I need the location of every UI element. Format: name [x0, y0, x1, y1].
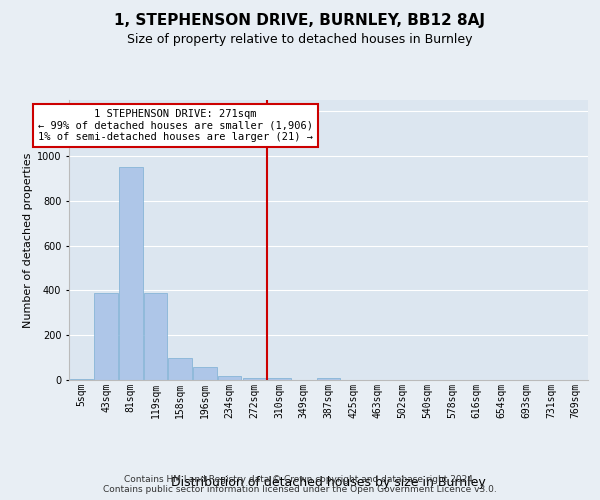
Bar	[317, 378, 340, 380]
Text: Contains HM Land Registry data © Crown copyright and database right 2024.
Contai: Contains HM Land Registry data © Crown c…	[103, 474, 497, 494]
X-axis label: Distribution of detached houses by size in Burnley: Distribution of detached houses by size …	[171, 476, 486, 490]
Y-axis label: Number of detached properties: Number of detached properties	[23, 152, 32, 328]
Text: 1, STEPHENSON DRIVE, BURNLEY, BB12 8AJ: 1, STEPHENSON DRIVE, BURNLEY, BB12 8AJ	[115, 12, 485, 28]
Bar	[268, 378, 291, 380]
Bar	[70, 379, 93, 380]
Bar	[94, 292, 118, 380]
Bar	[242, 378, 266, 380]
Bar	[144, 292, 167, 380]
Text: 1 STEPHENSON DRIVE: 271sqm
← 99% of detached houses are smaller (1,906)
1% of se: 1 STEPHENSON DRIVE: 271sqm ← 99% of deta…	[38, 109, 313, 142]
Bar	[169, 358, 192, 380]
Bar	[218, 376, 241, 380]
Text: Size of property relative to detached houses in Burnley: Size of property relative to detached ho…	[127, 32, 473, 46]
Bar	[119, 167, 143, 380]
Bar	[193, 366, 217, 380]
